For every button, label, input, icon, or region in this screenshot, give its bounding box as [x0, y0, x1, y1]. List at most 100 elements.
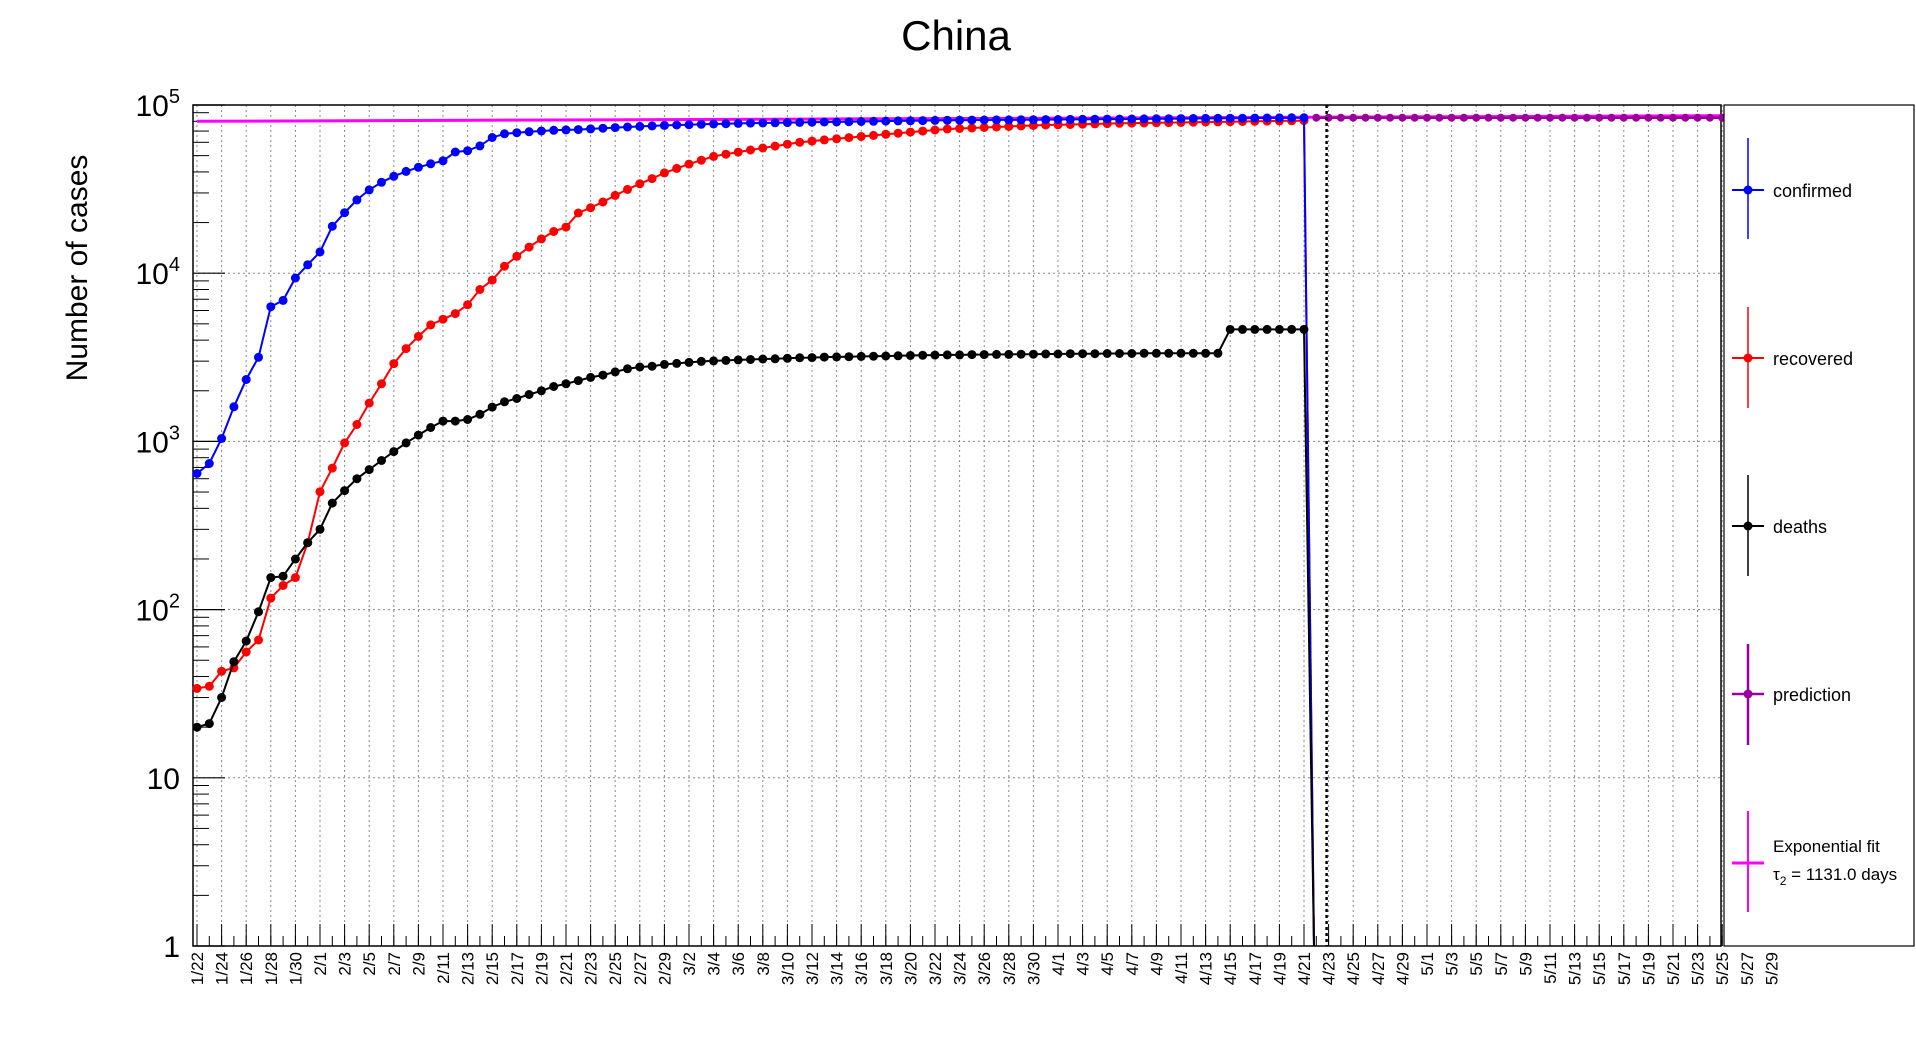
legend-entry-fit: Exponential fit τ2 = 1131.0 days	[1732, 811, 1897, 912]
legend-marker-deaths-dot	[1743, 521, 1753, 531]
series-confirmed-point	[1164, 114, 1174, 124]
series-deaths-point	[389, 447, 399, 457]
series-recovered-point	[315, 487, 325, 497]
series-deaths-point	[549, 382, 559, 391]
series-confirmed-point	[204, 459, 214, 468]
x-tick-label: 4/27	[1369, 952, 1388, 985]
series-confirmed-point	[1225, 113, 1235, 123]
series-confirmed-point	[893, 116, 903, 126]
x-tick-label: 4/11	[1172, 952, 1191, 984]
series-deaths-point	[463, 415, 473, 424]
series-recovered-point	[413, 331, 423, 341]
series-recovered-point	[463, 300, 473, 310]
series-confirmed-point	[413, 162, 423, 172]
series-confirmed-point	[278, 295, 288, 305]
y-axis-ticks: 1 10 102 103 104 105	[136, 86, 225, 964]
x-tick-label: 2/11	[434, 952, 453, 984]
series-confirmed-point	[918, 116, 928, 126]
series-recovered-point	[524, 242, 534, 252]
x-tick-label: 5/19	[1639, 952, 1658, 985]
x-tick-label: 5/29	[1762, 952, 1781, 985]
legend-label-recovered: recovered	[1773, 349, 1853, 369]
series-recovered-point	[795, 137, 805, 147]
x-tick-label: 2/15	[483, 952, 502, 985]
series-recovered-point	[278, 581, 288, 590]
series-deaths-point	[278, 571, 288, 581]
series-confirmed-point	[1250, 113, 1260, 123]
series-confirmed-point	[229, 402, 239, 412]
series-deaths-point	[1151, 348, 1161, 358]
series-confirmed-point	[1151, 114, 1161, 124]
series-recovered-point	[352, 420, 362, 429]
series-deaths-point	[413, 430, 423, 440]
series-deaths-point	[1115, 349, 1124, 358]
series-recovered-point	[610, 190, 620, 200]
series-confirmed-point	[930, 115, 940, 125]
x-tick-label: 5/11	[1541, 952, 1560, 984]
series-recovered-point	[1016, 121, 1026, 131]
series-confirmed-point	[598, 123, 608, 133]
series-deaths-point	[770, 354, 780, 364]
x-tick-label: 3/12	[803, 952, 822, 985]
series-recovered-point	[992, 122, 1001, 132]
series-deaths-point	[782, 353, 792, 363]
series-confirmed-point	[536, 126, 546, 136]
x-tick-label: 2/9	[409, 952, 428, 976]
series-confirmed-point	[721, 119, 731, 129]
series-deaths-point	[930, 350, 940, 360]
series-deaths-point	[290, 554, 300, 564]
series-confirmed-point	[463, 146, 473, 156]
series-recovered-point	[819, 135, 829, 145]
series-recovered-point	[450, 309, 460, 319]
x-tick-label: 3/30	[1024, 952, 1043, 985]
series-confirmed-point	[401, 166, 411, 176]
series-confirmed-point	[955, 115, 965, 125]
x-tick-label: 4/9	[1147, 952, 1166, 976]
x-tick-label: 4/7	[1123, 952, 1142, 976]
series-deaths-point	[1176, 348, 1186, 358]
series-deaths-point	[303, 538, 313, 548]
series-deaths-point	[795, 353, 805, 363]
legend-label-deaths: deaths	[1773, 517, 1827, 537]
x-tick-label: 4/17	[1246, 952, 1265, 985]
x-tick-label: 3/18	[877, 952, 896, 985]
series-recovered-point	[844, 133, 854, 143]
legend-entry-deaths: deaths	[1732, 475, 1827, 576]
series-confirmed-point	[758, 118, 768, 128]
series-deaths-point	[1041, 349, 1051, 359]
series-recovered-point	[377, 379, 386, 389]
series-recovered-point	[918, 126, 928, 136]
series-recovered-point	[905, 127, 915, 137]
series-recovered-point	[290, 573, 300, 583]
x-tick-label: 4/23	[1320, 952, 1339, 985]
series-recovered-point	[856, 132, 866, 141]
series-confirmed-point	[1188, 114, 1198, 123]
series-deaths-point	[869, 351, 878, 361]
x-tick-label: 1/26	[237, 952, 256, 985]
x-tick-label: 2/1	[311, 952, 330, 976]
series-deaths-point	[635, 362, 645, 372]
x-tick-label: 2/5	[360, 952, 379, 976]
series-deaths-point	[1201, 348, 1211, 358]
series-confirmed-point	[647, 121, 657, 131]
series-recovered-point	[635, 179, 645, 189]
series-recovered-point	[1004, 122, 1014, 131]
series-deaths-point	[1188, 348, 1198, 358]
series-confirmed-point	[1065, 114, 1075, 124]
series-confirmed-point	[303, 260, 313, 270]
series-confirmed-point	[1041, 115, 1051, 125]
series-deaths-point	[426, 423, 436, 432]
series-confirmed-point	[942, 115, 952, 125]
legend-label-prediction: prediction	[1773, 685, 1851, 705]
series-deaths-point	[450, 416, 460, 426]
series-recovered-point	[401, 344, 411, 354]
series-recovered-point	[500, 261, 509, 271]
series-deaths-point	[561, 379, 571, 389]
legend-label-confirmed: confirmed	[1773, 181, 1852, 201]
series-deaths-point	[893, 351, 903, 361]
x-tick-label: 1/30	[286, 952, 305, 985]
series-confirmed-point	[450, 147, 460, 157]
series-recovered-point	[623, 184, 632, 194]
series-recovered-point	[327, 463, 337, 473]
series-deaths-point	[684, 357, 694, 367]
